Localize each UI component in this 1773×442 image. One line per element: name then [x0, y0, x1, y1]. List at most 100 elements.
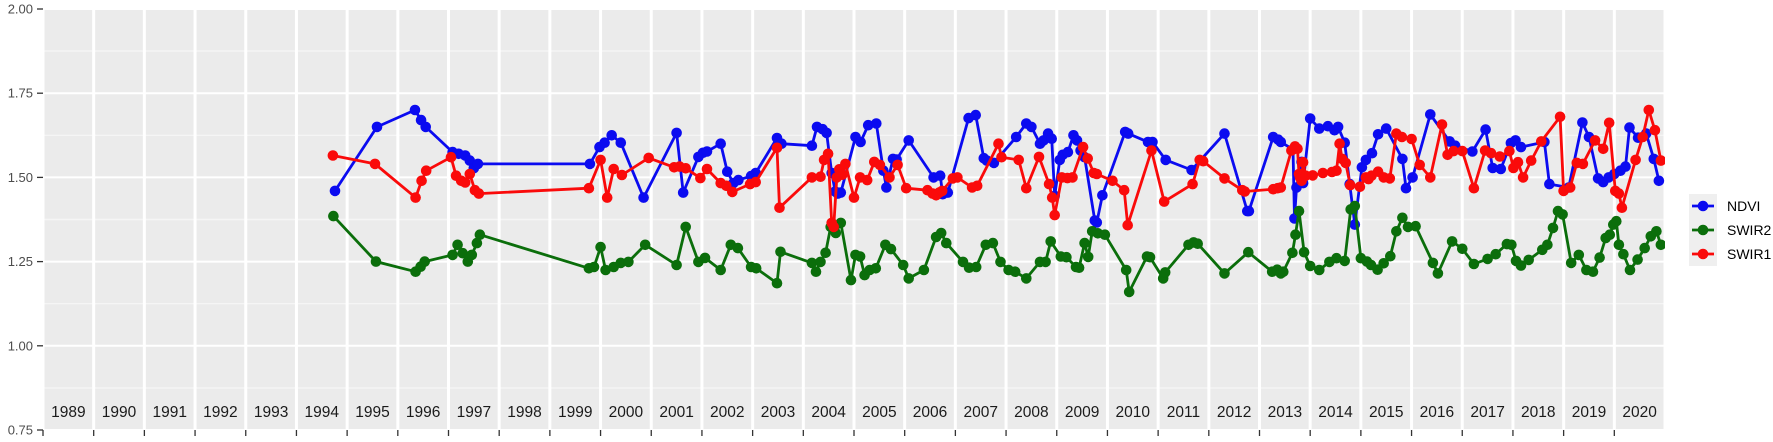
data-point-SWIR1	[1197, 155, 1209, 167]
data-point-SWIR1	[327, 150, 339, 161]
data-point-SWIR2	[471, 237, 483, 249]
data-point-NDVI	[1624, 122, 1635, 133]
data-point-SWIR1	[1504, 145, 1515, 157]
data-point-SWIR1	[695, 172, 706, 184]
data-point-SWIR1	[900, 182, 912, 194]
data-point-NDVI	[1425, 109, 1436, 120]
x-tick-label: 1994	[305, 404, 340, 421]
x-tick-label: 1993	[254, 404, 288, 421]
data-point-SWIR2	[1298, 246, 1310, 258]
data-point-SWIR1	[1494, 151, 1506, 162]
data-point-NDVI	[1653, 175, 1665, 187]
data-point-NDVI	[1160, 154, 1171, 166]
data-point-NDVI	[420, 121, 432, 133]
data-point-SWIR1	[1067, 172, 1078, 183]
data-point-SWIR2	[1542, 239, 1553, 251]
data-point-SWIR2	[457, 247, 469, 259]
data-point-SWIR1	[1307, 170, 1318, 181]
data-point-NDVI	[371, 121, 383, 133]
data-point-SWIR2	[1506, 239, 1517, 251]
y-tick-label: 0.75	[8, 423, 33, 438]
legend-key-point	[1697, 248, 1709, 260]
data-point-NDVI	[1147, 136, 1158, 148]
data-point-SWIR2	[1378, 258, 1389, 269]
data-point-NDVI	[1366, 147, 1378, 159]
data-point-SWIR2	[1402, 221, 1414, 233]
data-point-NDVI	[1091, 217, 1103, 228]
data-point-SWIR1	[1630, 154, 1641, 166]
data-point-SWIR2	[987, 237, 999, 249]
data-point-SWIR1	[420, 165, 432, 176]
data-point-SWIR1	[1187, 178, 1198, 190]
data-point-SWIR2	[970, 261, 982, 273]
data-point-SWIR1	[1577, 158, 1589, 170]
data-point-SWIR2	[1123, 286, 1135, 298]
data-point-SWIR1	[701, 163, 713, 175]
data-point-SWIR1	[1077, 141, 1089, 153]
data-point-SWIR2	[750, 263, 762, 274]
data-point-NDVI	[671, 127, 682, 139]
data-point-NDVI	[638, 192, 649, 203]
data-point-SWIR1	[884, 172, 895, 183]
data-point-NDVI	[733, 174, 744, 186]
data-point-SWIR2	[1655, 239, 1665, 251]
data-point-SWIR2	[1523, 254, 1534, 266]
data-point-SWIR1	[993, 138, 1004, 149]
data-point-NDVI	[1487, 162, 1498, 174]
data-point-NDVI	[1275, 136, 1287, 148]
y-tick-label: 2.00	[8, 2, 33, 17]
data-point-SWIR1	[1046, 192, 1058, 203]
x-tick-label: 2016	[1420, 404, 1454, 421]
data-point-SWIR1	[837, 169, 848, 180]
data-point-NDVI	[472, 158, 484, 170]
x-axis	[42, 430, 1615, 436]
data-point-SWIR1	[464, 168, 476, 180]
data-point-NDVI	[1515, 141, 1527, 153]
data-point-SWIR2	[1099, 229, 1111, 240]
data-point-SWIR2	[806, 257, 818, 269]
data-point-SWIR2	[995, 256, 1006, 268]
y-tick-label: 1.50	[8, 170, 33, 185]
data-point-SWIR2	[885, 243, 897, 255]
legend-key-point	[1697, 200, 1709, 212]
legend-label: SWIR2	[1727, 222, 1772, 238]
data-point-SWIR1	[1425, 172, 1436, 183]
data-point-SWIR2	[1082, 251, 1094, 263]
data-point-NDVI	[1495, 163, 1507, 175]
data-point-SWIR2	[1427, 257, 1439, 269]
data-point-SWIR1	[1414, 159, 1425, 171]
data-point-SWIR1	[1122, 219, 1133, 231]
data-point-SWIR2	[600, 264, 611, 276]
y-axis: 0.75 1.00 1.25 1.50 1.75 2.00	[8, 2, 43, 438]
x-axis-year-labels: 1989 1990 1991 1992 1993 1994 1995 1996 1997 1998…	[51, 404, 1657, 421]
data-point-SWIR2	[419, 256, 431, 267]
data-point-SWIR2	[474, 229, 486, 240]
data-point-SWIR2	[1639, 242, 1650, 254]
data-point-NDVI	[677, 187, 689, 198]
data-point-NDVI	[1380, 123, 1392, 134]
data-point-SWIR1	[1643, 104, 1655, 116]
data-point-SWIR1	[1239, 186, 1251, 197]
data-point-NDVI	[1372, 129, 1384, 140]
data-point-SWIR1	[1049, 209, 1060, 221]
data-point-SWIR1	[1655, 155, 1665, 166]
data-point-SWIR2	[1432, 268, 1444, 279]
data-point-SWIR2	[595, 241, 606, 253]
data-point-NDVI	[584, 158, 596, 170]
data-point-SWIR1	[1340, 157, 1351, 169]
data-point-SWIR1	[1354, 181, 1366, 193]
data-point-SWIR2	[680, 221, 691, 233]
data-point-SWIR1	[1107, 175, 1118, 187]
data-point-NDVI	[1332, 121, 1344, 133]
panel-content: 1989 1990 1991 1992 1993 1994 1995 1996 1997 1998…	[43, 9, 1665, 430]
data-point-SWIR2	[732, 242, 744, 254]
data-point-NDVI	[329, 185, 341, 197]
data-point-SWIR2	[941, 237, 952, 249]
data-point-NDVI	[1407, 172, 1418, 183]
data-point-SWIR1	[1564, 182, 1576, 193]
data-point-SWIR1	[727, 186, 738, 198]
data-point-NDVI	[1467, 146, 1478, 157]
x-tick-label: 1999	[558, 404, 592, 421]
data-point-SWIR2	[1287, 247, 1298, 259]
data-point-SWIR2	[1192, 238, 1203, 249]
